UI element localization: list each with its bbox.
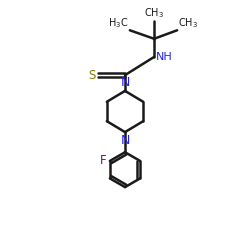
Text: CH$_3$: CH$_3$	[178, 16, 198, 30]
Text: H$_3$C: H$_3$C	[108, 16, 129, 30]
Text: F: F	[100, 154, 107, 168]
Text: S: S	[88, 69, 96, 82]
Text: N: N	[120, 134, 130, 147]
Text: CH$_3$: CH$_3$	[144, 6, 164, 20]
Text: N: N	[120, 76, 130, 89]
Text: NH: NH	[156, 52, 173, 62]
